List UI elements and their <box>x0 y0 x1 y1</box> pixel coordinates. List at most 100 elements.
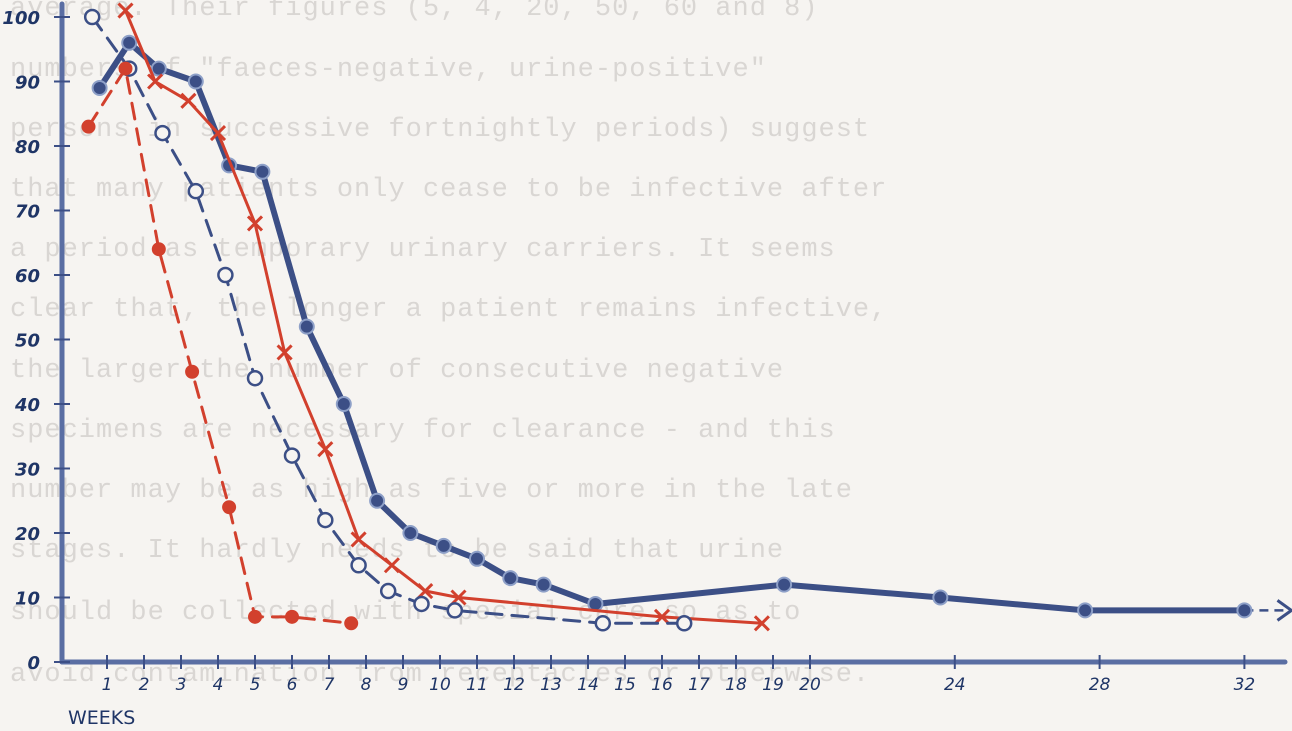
x-tick-label: 3 <box>176 675 187 695</box>
background-text-line: that many patients only cease to be infe… <box>10 175 888 205</box>
data-point <box>379 582 397 600</box>
data-point <box>753 615 770 632</box>
x-tick-label: 7 <box>324 675 335 695</box>
data-point <box>285 609 299 624</box>
data-point <box>187 182 205 200</box>
data-point <box>413 595 430 613</box>
x-tick-label: 15 <box>614 675 636 695</box>
y-tick-label: 80 <box>15 137 40 158</box>
data-point <box>435 537 452 554</box>
data-point <box>383 557 400 574</box>
data-point <box>1236 602 1253 619</box>
data-point <box>118 61 133 76</box>
data-point <box>502 570 519 587</box>
data-point <box>154 124 171 142</box>
x-tick-label: 28 <box>1089 675 1111 695</box>
x-tick-label: 19 <box>762 675 784 695</box>
x-tick-label: 8 <box>361 675 372 695</box>
data-point <box>402 525 419 541</box>
data-point <box>446 602 464 619</box>
y-tick-label: 40 <box>14 395 40 416</box>
series-line <box>90 15 686 625</box>
data-point <box>187 73 204 90</box>
data-point <box>150 60 167 77</box>
background-text-line: the larger the number of consecutive neg… <box>10 356 785 386</box>
x-tick-label: 11 <box>466 675 488 695</box>
x-tick-label: 24 <box>944 675 966 695</box>
x-tick-label: 14 <box>577 675 599 695</box>
data-point <box>147 73 164 90</box>
x-tick-label: 4 <box>213 675 224 695</box>
series-line <box>96 39 1248 614</box>
y-axis-ticks: 0 10 20 30 40 50 60 70 80 90 100 <box>2 8 70 674</box>
x-tick-label: 6 <box>287 675 298 695</box>
data-point <box>469 550 485 567</box>
background-text-line: number may be as high as five or more in… <box>10 476 853 506</box>
data-point <box>344 616 359 631</box>
series-2 <box>83 8 693 632</box>
data-point <box>535 576 552 593</box>
y-tick-label: 10 <box>15 589 40 610</box>
data-point <box>776 576 793 593</box>
data-point <box>254 163 271 180</box>
data-point <box>932 589 949 606</box>
series-3 <box>81 61 359 631</box>
series-0 <box>91 34 1292 622</box>
data-point <box>594 615 612 632</box>
data-point <box>185 364 200 379</box>
data-point <box>417 582 434 600</box>
y-tick-label: 70 <box>15 202 40 223</box>
background-text-line: persons in successive fortnightly period… <box>10 115 871 145</box>
x-tick-label: 10 <box>429 675 451 695</box>
series-arrow-head <box>1276 599 1292 622</box>
data-point <box>1077 602 1094 619</box>
data-point <box>121 34 138 51</box>
data-point <box>335 396 352 412</box>
data-point <box>350 531 367 548</box>
data-point <box>653 608 671 625</box>
data-point <box>317 511 334 529</box>
data-point <box>151 242 166 257</box>
data-point <box>283 447 301 464</box>
series-1 <box>117 2 770 632</box>
y-tick-label: 50 <box>15 331 40 352</box>
data-point <box>317 441 334 458</box>
data-point <box>91 79 108 96</box>
x-tick-label: 16 <box>651 675 673 695</box>
y-tick-label: 100 <box>2 8 40 29</box>
data-point <box>248 609 262 624</box>
background-text-line: specimens are necessary for clearance - … <box>10 416 836 446</box>
data-point <box>276 344 293 361</box>
y-tick-label: 60 <box>15 266 40 287</box>
x-tick-label: 32 <box>1234 675 1256 695</box>
chart-series <box>81 2 1292 632</box>
data-point <box>246 215 264 232</box>
data-point <box>350 557 367 574</box>
x-tick-label: 1 <box>102 675 113 695</box>
chart-axes <box>59 1 1288 665</box>
x-tick-label: 12 <box>503 675 525 695</box>
data-point <box>117 2 134 19</box>
x-tick-label: 9 <box>398 675 409 695</box>
data-point <box>298 318 315 335</box>
x-tick-label: 17 <box>688 675 710 695</box>
data-point <box>209 125 227 142</box>
data-point <box>222 500 237 515</box>
data-point <box>180 92 197 109</box>
background-text-line: clear that, the longer a patient remains… <box>10 295 888 325</box>
x-tick-label: 13 <box>540 675 562 695</box>
x-tick-label: 2 <box>139 675 150 695</box>
data-point <box>81 119 96 134</box>
x-axis-ticks: 1 2 3 4 5 6 7 8 9 10 11 12 13 14 15 16 17 18 19 20 24 28 32 <box>102 655 1256 695</box>
data-point <box>450 589 467 606</box>
y-tick-label: 20 <box>15 524 40 545</box>
x-tick-label: 18 <box>725 675 747 695</box>
data-point <box>369 492 386 509</box>
data-point <box>83 8 101 26</box>
x-tick-label: 20 <box>799 675 821 695</box>
data-point <box>217 266 234 284</box>
data-point <box>246 369 264 387</box>
series-line <box>87 67 353 625</box>
series-line <box>124 9 764 625</box>
